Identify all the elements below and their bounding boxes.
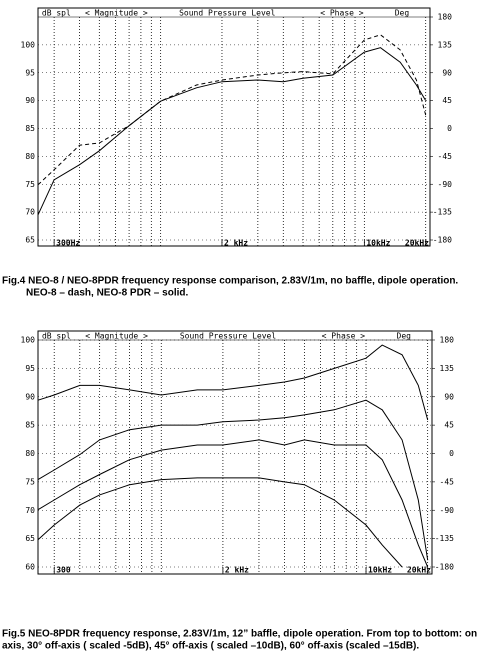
y-tick-label: 85 — [25, 124, 35, 133]
header-label: Sound Pressure Level — [179, 9, 276, 18]
y2-tick-label: -90 — [438, 180, 453, 189]
header-label: < Magnitude > — [85, 332, 148, 341]
header-label: Deg — [397, 332, 412, 341]
y-tick-label: 90 — [25, 392, 35, 401]
x-tick-label: 20kHz — [407, 566, 431, 575]
y-tick-label: 75 — [25, 180, 35, 189]
x-tick-label: 10kHz — [368, 566, 392, 575]
header-label: Deg — [395, 9, 410, 18]
header-label: < Phase > — [322, 332, 366, 341]
y2-tick-label: -90 — [440, 506, 455, 515]
y2-tick-label: -135 — [435, 534, 454, 543]
y-tick-label: 100 — [21, 40, 36, 49]
figure-caption: NEO-8 – dash, NEO-8 PDR – solid. — [26, 288, 188, 299]
y-tick-label: 95 — [25, 68, 35, 77]
y2-tick-label: 90 — [442, 68, 452, 77]
response-curve — [37, 34, 427, 186]
y-tick-label: 90 — [25, 96, 35, 105]
response-curve — [37, 344, 429, 421]
y2-tick-label: 45 — [442, 96, 452, 105]
response-curve — [37, 47, 427, 216]
y2-tick-label: 180 — [438, 13, 453, 22]
figure-caption: Fig.5 NEO-8PDR frequency response, 2.83V… — [2, 629, 477, 640]
y-tick-label: 95 — [25, 364, 35, 373]
y2-tick-label: 0 — [447, 124, 452, 133]
header-label: dB spl — [42, 332, 71, 341]
plot-frame — [37, 7, 431, 247]
y-tick-label: 60 — [25, 563, 35, 572]
response-curve — [37, 477, 403, 568]
x-tick-label: 20kHz — [405, 239, 429, 248]
y2-tick-label: 180 — [440, 336, 455, 345]
response-curve — [37, 399, 429, 561]
y2-tick-label: -180 — [433, 236, 452, 245]
y-tick-label: 100 — [21, 336, 36, 345]
header-label: < Phase > — [320, 9, 364, 18]
y2-tick-label: -135 — [433, 208, 452, 217]
y-tick-label: 70 — [25, 506, 35, 515]
x-tick-label: 10kHz — [366, 239, 390, 248]
y-tick-label: 65 — [25, 236, 35, 245]
y2-tick-label: 135 — [438, 40, 453, 49]
figure-caption: axis, 30° off-axis ( scaled -5dB), 45° o… — [2, 641, 419, 652]
y2-tick-label: 0 — [449, 449, 454, 458]
y-tick-label: 75 — [25, 477, 35, 486]
x-tick-label: 300 — [56, 566, 71, 575]
y2-tick-label: -45 — [438, 152, 453, 161]
header-label: dB spl — [42, 9, 71, 18]
y2-tick-label: 45 — [444, 421, 454, 430]
figure-caption: Fig.4 NEO-8 / NEO-8PDR frequency respons… — [2, 276, 458, 287]
y2-tick-label: -180 — [435, 563, 454, 572]
header-label: Sound Pressure Level — [180, 332, 277, 341]
response-curve — [37, 439, 429, 568]
y2-tick-label: -45 — [440, 477, 455, 486]
header-label: < Magnitude > — [85, 9, 148, 18]
y2-tick-label: 135 — [440, 364, 455, 373]
x-tick-label: 2 kHz — [224, 239, 248, 248]
x-tick-label: 300Hz — [56, 239, 80, 248]
plot-frame — [37, 330, 433, 575]
y-tick-label: 70 — [25, 208, 35, 217]
y-tick-label: 80 — [25, 449, 35, 458]
x-tick-label: 2 kHz — [225, 566, 249, 575]
y-tick-label: 65 — [25, 534, 35, 543]
y2-tick-label: 90 — [444, 392, 454, 401]
y-tick-label: 85 — [25, 421, 35, 430]
y-tick-label: 80 — [25, 152, 35, 161]
